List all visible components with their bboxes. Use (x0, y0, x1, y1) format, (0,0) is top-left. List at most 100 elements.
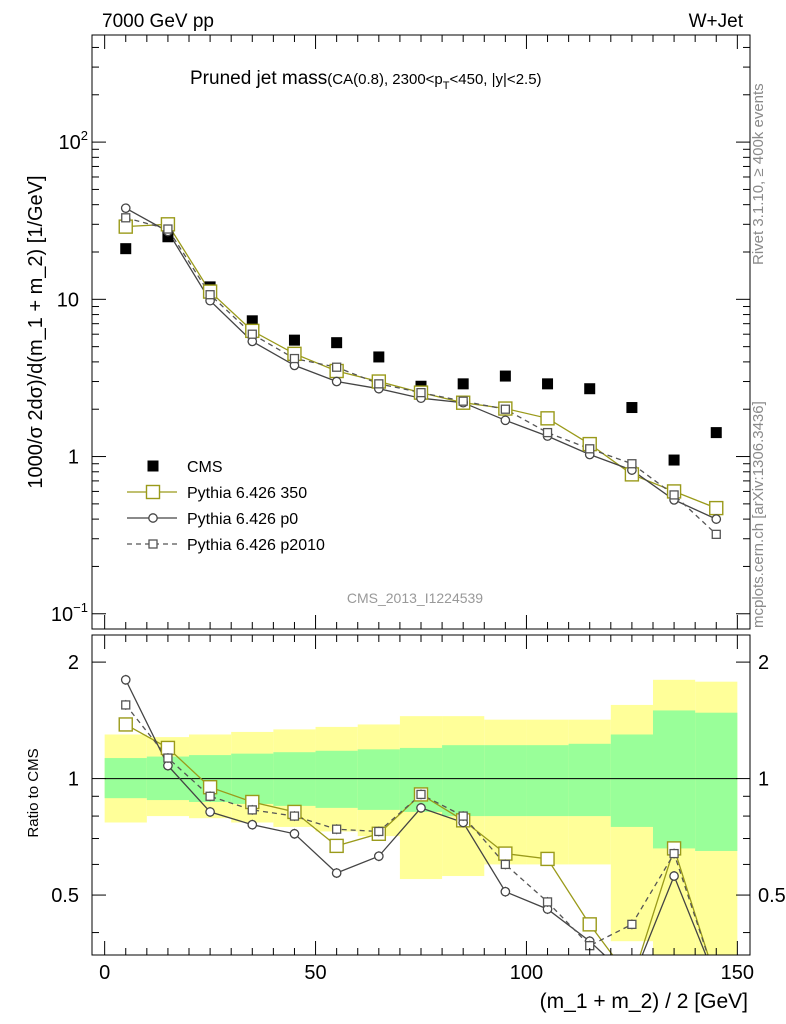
energy-label: 7000 GeV pp (102, 11, 214, 32)
rivet-label: Rivet 3.1.10, ≥ 400k events (750, 83, 767, 265)
ratio-point-2 (416, 789, 426, 800)
x-tick-label: 150 (721, 962, 754, 984)
ratio-y-tick-label: 1 (68, 769, 79, 791)
ratio-point-1 (331, 868, 342, 878)
analysis-watermark: CMS_2013_I1224539 (347, 590, 483, 606)
data-point-0 (668, 454, 680, 466)
ratio-point-2 (247, 805, 257, 815)
title-sub-sub: T (443, 80, 450, 92)
main-plot-content (118, 203, 724, 539)
data-point-2 (711, 514, 722, 524)
title-sub-1: (CA(0.8), 2300<p (327, 71, 442, 88)
data-point-0 (246, 315, 258, 327)
x-tick-label: 100 (510, 962, 543, 984)
ratio-point-1 (120, 674, 131, 685)
data-point-3 (627, 459, 637, 469)
ratio-point-1 (416, 803, 426, 813)
green-band (484, 745, 527, 817)
data-point-0 (626, 402, 638, 414)
legend-label-1: Pythia 6.426 350 (187, 485, 307, 502)
main-y-tick-label: 10 (57, 289, 79, 311)
ratio-point-2 (331, 824, 342, 834)
ratio-point-2 (458, 811, 468, 821)
data-point-3 (585, 444, 595, 454)
legend-marker-1 (145, 484, 161, 500)
data-point-3 (121, 213, 131, 223)
series-line-3 (125, 217, 717, 535)
data-point-0 (499, 370, 511, 382)
ratio-y-axis-label: Ratio to CMS (25, 748, 42, 837)
ratio-point-0 (540, 851, 555, 867)
data-point-0 (288, 334, 300, 346)
ratio-point-2 (712, 977, 720, 985)
data-point-3 (163, 224, 173, 234)
ratio-point-0 (118, 717, 133, 732)
main-y-tick-label: 10−1 (51, 600, 88, 626)
main-y-tick-label: 102 (59, 128, 88, 154)
data-point-0 (162, 231, 174, 243)
ratio-panel: 0.5 0.5 1 1 2 2 0 50 100 150 (51, 634, 786, 987)
main-y-axis-label: 1000/σ 2dσ)/d(m_1 + m_2) [1/GeV] (25, 175, 47, 488)
ratio-y-tick-label: 2 (68, 652, 79, 674)
legend-label-3: Pythia 6.426 p2010 (187, 537, 325, 554)
ratio-point-0 (582, 917, 597, 932)
ratio-point-1 (205, 807, 215, 817)
data-point-3 (205, 290, 215, 300)
ratio-point-2 (289, 811, 300, 821)
ratio-point-1 (373, 851, 384, 862)
ratio-point-1 (289, 828, 300, 839)
ratio-point-1 (628, 977, 636, 985)
green-band (610, 734, 653, 827)
main-y-tick-label: 1 (68, 447, 79, 469)
data-point-1 (709, 500, 724, 516)
green-band (652, 710, 696, 849)
green-band (442, 745, 485, 817)
main-y-ticks: 10−1 1 10 102 (51, 46, 750, 626)
ratio-y-tick-label: 0.5 (51, 885, 79, 907)
ratio-point-2 (205, 791, 215, 801)
ratio-point-0 (160, 740, 176, 756)
green-band (695, 712, 738, 851)
ratio-y-ticks: 0.5 0.5 1 1 2 2 (51, 652, 786, 934)
green-band (357, 749, 400, 810)
title-sub-2: <450, |y|<2.5) (450, 71, 542, 88)
data-point-0 (584, 383, 596, 395)
data-point-3 (416, 387, 426, 398)
mcplots-label: mcplots.cern.ch [arXiv:1306.3436] (750, 401, 767, 628)
data-point-3 (500, 404, 511, 414)
data-point-2 (120, 203, 131, 214)
ratio-point-2 (669, 848, 679, 859)
ratio-y-tick-label-right: 0.5 (758, 885, 786, 907)
ratio-point-1 (712, 977, 720, 985)
ratio-point-2 (121, 700, 131, 710)
x-tick-label: 0 (99, 962, 110, 984)
ratio-y-tick-label-right: 2 (758, 652, 769, 674)
ratio-point-0 (625, 974, 638, 987)
green-band (568, 743, 611, 817)
x-axis-label: (m_1 + m_2) / 2 [GeV] (540, 990, 748, 1013)
main-panel: 10−1 1 10 102 (51, 34, 751, 630)
legend-label-0: CMS (187, 459, 223, 476)
ratio-point-0 (498, 846, 513, 861)
data-point-3 (542, 427, 553, 438)
ratio-point-2 (374, 826, 384, 837)
data-point-2 (331, 376, 342, 387)
ratio-plot-content (118, 674, 720, 987)
legend: CMS Pythia 6.426 350 Pythia 6.426 p0 Pythia… (127, 459, 325, 554)
data-point-0 (331, 337, 343, 349)
main-x-ticks (104, 35, 738, 629)
ratio-point-1 (500, 886, 511, 897)
ratio-point-2 (542, 897, 553, 907)
ratio-x-ticks: 0 50 100 150 (99, 635, 754, 984)
legend-marker-0 (147, 460, 159, 472)
data-point-2 (500, 415, 511, 426)
data-point-0 (120, 243, 132, 255)
x-tick-label: 50 (304, 962, 326, 984)
data-point-0 (710, 427, 722, 439)
ratio-point-1 (669, 871, 679, 881)
legend-marker-2 (148, 513, 158, 523)
plot-title: Pruned jet mass(CA(0.8), 2300<pT<450, |y… (190, 68, 542, 92)
ratio-point-2 (163, 753, 173, 763)
ratio-point-1 (247, 819, 258, 830)
